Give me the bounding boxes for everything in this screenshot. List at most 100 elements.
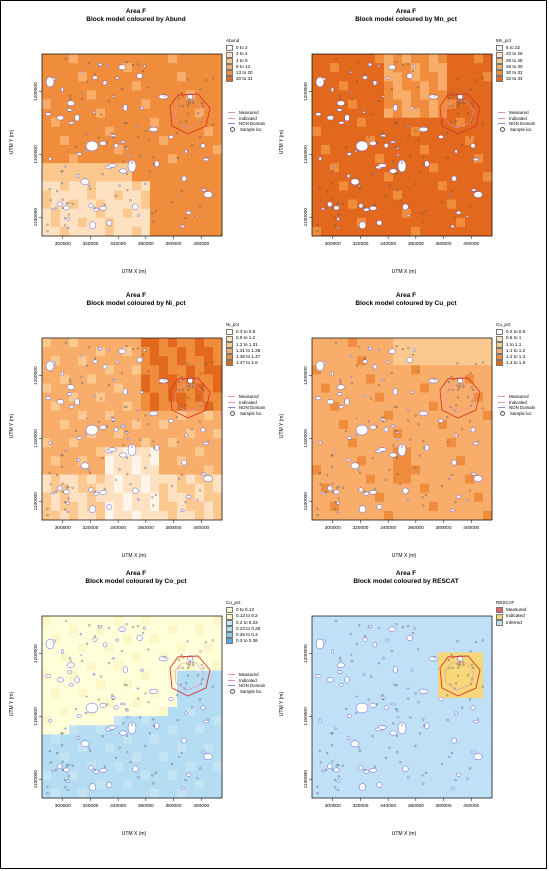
sample-point <box>474 79 477 82</box>
non-domain-island <box>369 768 377 773</box>
block-cell <box>321 447 331 457</box>
sample-point <box>371 173 374 176</box>
non-domain-island <box>196 499 199 502</box>
block-cell <box>348 501 358 512</box>
sample-point <box>401 625 404 629</box>
block-cell <box>60 492 70 503</box>
measured-boundary <box>169 655 211 697</box>
block-cell <box>186 172 196 182</box>
block-cell <box>123 199 133 209</box>
sample-point <box>151 212 154 215</box>
block-cell <box>483 483 493 493</box>
measured-boundary <box>169 93 211 135</box>
block-cell <box>123 217 133 228</box>
block-cell <box>366 447 376 457</box>
sample-point <box>458 386 461 389</box>
non-domain-island <box>447 194 451 196</box>
x-tick-label: 380000 <box>166 803 182 809</box>
overlay-legend: Measured Indicated NON Domain Sample loc <box>498 394 536 417</box>
sample-point <box>85 642 89 645</box>
sample-point <box>331 768 334 771</box>
non-domain-island <box>355 417 358 420</box>
non-domain-island <box>318 718 322 723</box>
sample-point <box>191 428 194 431</box>
block-cell <box>141 163 151 173</box>
block-cell <box>366 392 376 402</box>
block-cell <box>42 743 52 753</box>
block-cell <box>78 163 88 173</box>
sample-point <box>101 173 104 176</box>
block-cell <box>393 447 403 457</box>
block-cell <box>474 117 484 128</box>
block-cell <box>321 181 331 191</box>
sample-point <box>142 353 145 357</box>
block-cell <box>312 743 322 753</box>
block-cell <box>348 483 358 493</box>
block-cell <box>168 126 178 137</box>
block-cell <box>186 163 196 173</box>
block-cell <box>456 145 466 155</box>
overlay-legend-item: Sample loc <box>498 411 535 417</box>
block-cell <box>384 770 394 781</box>
block-cell <box>60 419 70 430</box>
block-cell <box>447 788 457 799</box>
sample-point <box>319 199 322 202</box>
block-cell <box>384 365 394 375</box>
overlay-legend-label: NON Domain <box>509 405 536 411</box>
block-cell <box>330 670 340 680</box>
sample-point <box>457 674 460 677</box>
block-cell <box>141 643 151 653</box>
measured-boundary <box>439 655 481 697</box>
sample-point <box>151 496 154 499</box>
block-cell <box>60 510 70 521</box>
sample-point <box>422 718 425 721</box>
block-cell <box>348 679 358 690</box>
sample-point <box>421 774 424 777</box>
y-tick-label: 1100000 <box>33 492 39 511</box>
non-domain-island <box>202 157 209 162</box>
sample-point <box>177 380 181 384</box>
non-domain-island <box>381 657 386 660</box>
block-cell <box>123 190 133 200</box>
sample-point <box>107 100 110 103</box>
non-domain-island <box>372 364 378 370</box>
block-cell <box>357 154 367 164</box>
block-cell <box>195 652 205 662</box>
block-cell <box>447 419 457 430</box>
block-cell <box>447 410 457 421</box>
block-cell <box>51 63 61 73</box>
block-cell <box>384 725 394 735</box>
sample-point <box>458 660 461 663</box>
sample-point <box>126 751 129 754</box>
block-cell <box>420 63 430 73</box>
overlay-legend: Measured Indicated NON Domain Sample loc <box>228 394 265 417</box>
sample-point <box>451 388 454 391</box>
block-cell <box>114 634 124 644</box>
sample-point <box>152 782 155 785</box>
sample-point <box>181 104 184 107</box>
non-domain-island <box>471 188 477 192</box>
block-cell <box>213 429 223 439</box>
sample-point <box>129 761 132 764</box>
block-cell <box>42 208 52 219</box>
block-cell <box>60 99 70 109</box>
block-cell <box>42 199 52 209</box>
sample-point <box>345 145 348 149</box>
block-cell <box>132 643 142 653</box>
block-cell <box>186 117 196 128</box>
block-cell <box>132 208 142 219</box>
block-cell <box>411 383 421 393</box>
block-cell <box>321 54 331 64</box>
non-domain-island <box>362 394 366 398</box>
block-cell <box>456 697 466 708</box>
legend-swatch <box>226 63 233 70</box>
block-cell <box>411 108 421 118</box>
block-model-map: 300000 320000 340000 360000 380000 4000001100… <box>33 53 223 247</box>
block-cell <box>447 347 457 357</box>
block-cell <box>87 383 97 393</box>
block-cell <box>483 616 493 626</box>
block-cell <box>366 661 376 671</box>
map-frame <box>311 337 493 521</box>
block-cell <box>69 456 79 466</box>
block-cell <box>168 652 178 662</box>
